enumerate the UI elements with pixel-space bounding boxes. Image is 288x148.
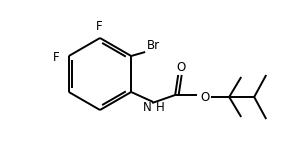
Text: Br: Br xyxy=(147,38,160,52)
Text: N: N xyxy=(143,100,151,114)
Text: O: O xyxy=(176,61,185,74)
Text: O: O xyxy=(200,90,210,103)
Text: H: H xyxy=(156,100,165,114)
Text: F: F xyxy=(52,50,59,63)
Text: F: F xyxy=(96,20,102,33)
